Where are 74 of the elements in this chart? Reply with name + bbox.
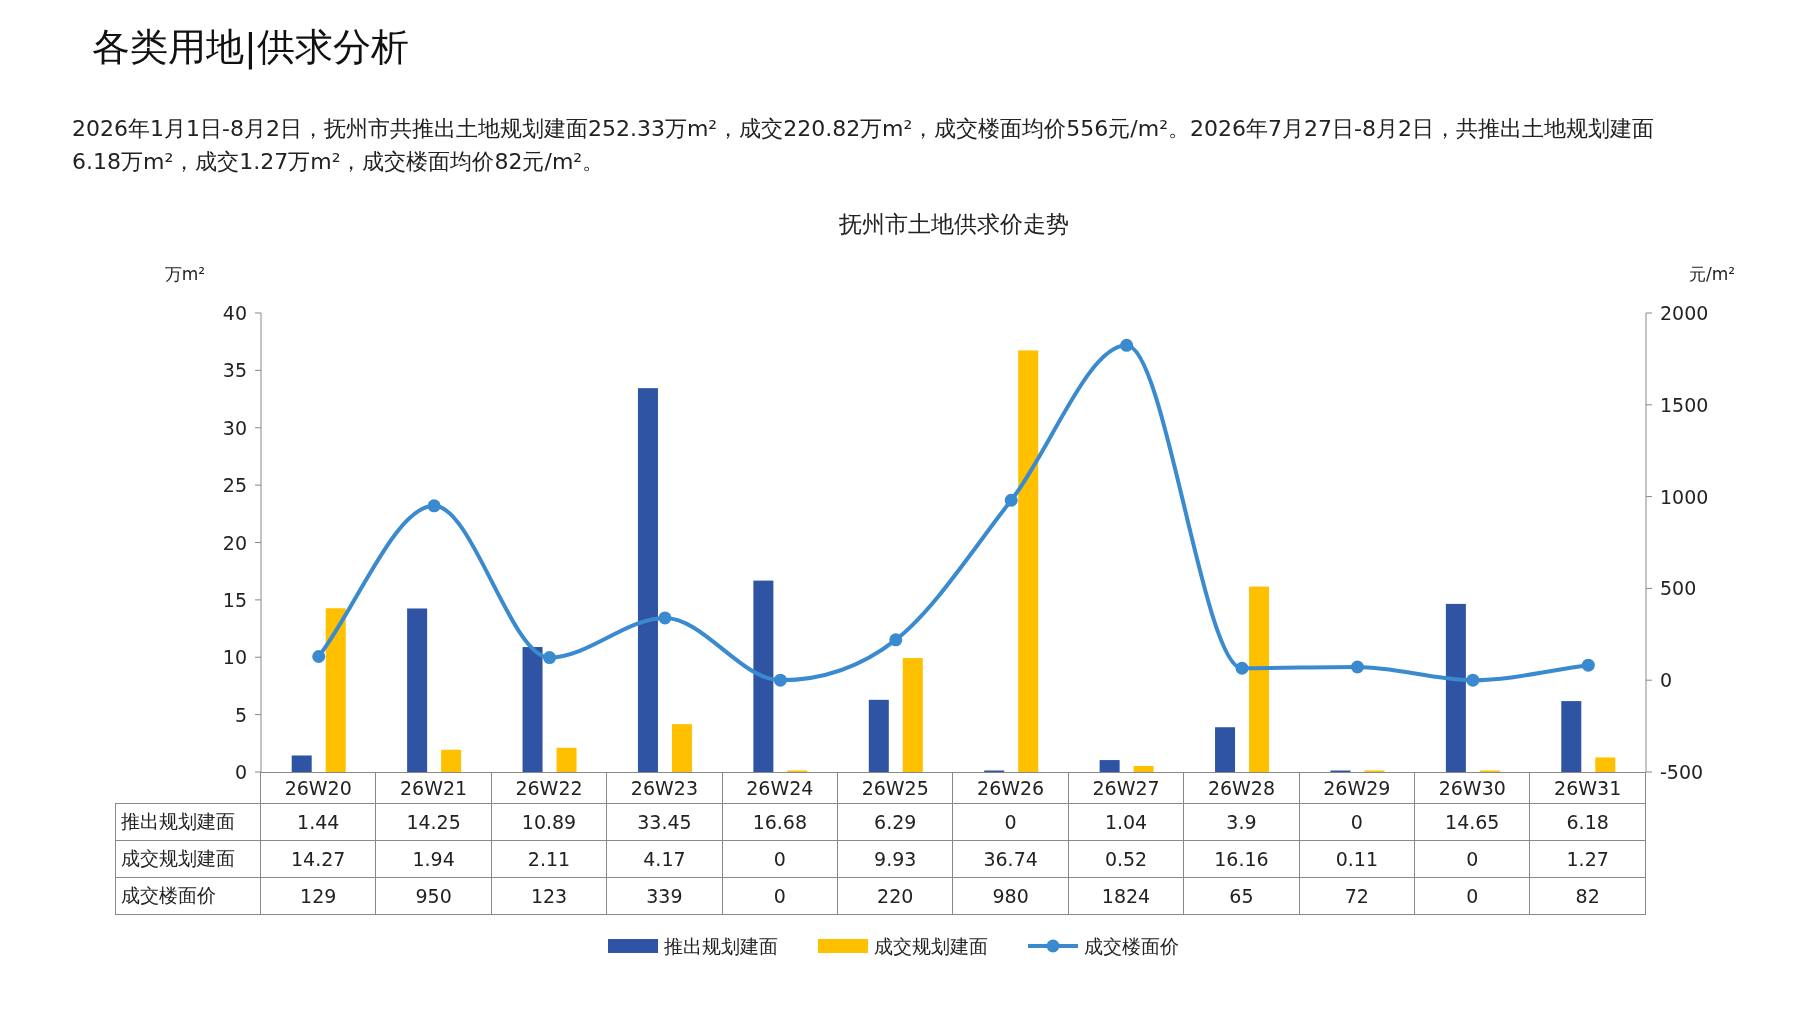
legend-label: 成交规划建面 bbox=[874, 935, 988, 957]
y-tick-label: 30 bbox=[222, 416, 247, 439]
data-label: 3.9 bbox=[1183, 803, 1300, 841]
data-label: 36.74 bbox=[952, 840, 1069, 878]
data-label: 0 bbox=[1414, 840, 1530, 878]
data-label: 980 bbox=[952, 877, 1069, 915]
data-label: 2.11 bbox=[491, 840, 607, 878]
data-label: 129 bbox=[260, 877, 376, 915]
x-tick-label: 26W27 bbox=[1068, 772, 1184, 804]
data-label: 1824 bbox=[1068, 877, 1184, 915]
y-tick-label: 5 bbox=[234, 703, 247, 726]
data-label: 16.16 bbox=[1183, 840, 1300, 878]
data-label: 65 bbox=[1183, 877, 1300, 915]
data-label: 1.94 bbox=[375, 840, 492, 878]
y-tick-label: 10 bbox=[222, 646, 247, 669]
text: 各类用地|供求分析 bbox=[92, 24, 409, 72]
x-tick-label: 26W23 bbox=[606, 772, 723, 804]
data-label: 9.93 bbox=[837, 840, 953, 878]
y2-tick-label: 1500 bbox=[1660, 393, 1709, 416]
y-tick-label: 20 bbox=[222, 531, 247, 554]
data-label: 0 bbox=[1414, 877, 1530, 915]
data-label: 14.27 bbox=[260, 840, 376, 878]
x-tick-label: 26W29 bbox=[1299, 772, 1415, 804]
x-tick-label: 26W26 bbox=[952, 772, 1069, 804]
y-tick-label: 40 bbox=[222, 302, 247, 324]
data-label: 14.25 bbox=[375, 803, 492, 841]
x-tick-label: 26W31 bbox=[1529, 772, 1646, 804]
y-axis-title: 万m² bbox=[164, 264, 206, 284]
data-label: 4.17 bbox=[606, 840, 723, 878]
x-tick-label: 26W28 bbox=[1183, 772, 1300, 804]
y2-axis-title: 元/m² bbox=[1688, 264, 1736, 284]
y-tick-label: 15 bbox=[222, 588, 247, 611]
x-tick-label: 26W25 bbox=[837, 772, 953, 804]
legend-label: 推出规划建面 bbox=[664, 935, 778, 957]
data-label: 220 bbox=[837, 877, 953, 915]
data-label: 10.89 bbox=[491, 803, 607, 841]
x-tick-label: 26W22 bbox=[491, 772, 607, 804]
y2-tick-label: 2000 bbox=[1660, 302, 1709, 324]
data-label: 339 bbox=[606, 877, 723, 915]
data-label: 1.27 bbox=[1529, 840, 1646, 878]
legend-label: 成交楼面价 bbox=[1084, 935, 1179, 957]
text: 推出规划建面 bbox=[121, 810, 235, 832]
x-tick-label: 26W24 bbox=[722, 772, 838, 804]
data-label: 0.52 bbox=[1068, 840, 1184, 878]
data-label: 1.04 bbox=[1068, 803, 1184, 841]
data-label: 0.11 bbox=[1299, 840, 1415, 878]
data-label: 123 bbox=[491, 877, 607, 915]
chart-title: 抚州市土地供求价走势 bbox=[837, 211, 1069, 237]
y2-tick-label: 1000 bbox=[1660, 485, 1709, 508]
data-label: 0 bbox=[1299, 803, 1415, 841]
data-label: 0 bbox=[722, 840, 838, 878]
data-label: 6.29 bbox=[837, 803, 953, 841]
data-label: 0 bbox=[952, 803, 1069, 841]
data-label: 1.44 bbox=[260, 803, 376, 841]
x-tick-label: 26W30 bbox=[1414, 772, 1530, 804]
y-tick-label: 25 bbox=[222, 474, 247, 497]
text: 成交规划建面 bbox=[121, 847, 235, 869]
data-label: 33.45 bbox=[606, 803, 723, 841]
data-label: 0 bbox=[722, 877, 838, 915]
data-label: 6.18 bbox=[1529, 803, 1646, 841]
text: 成交楼面价 bbox=[121, 884, 216, 906]
text: 2026年1月1日-8月2日，抚州市共推出土地规划建面252.33万m²，成交220.82万m²，成交楼面均价556元/m²。2026年7月27日-8月2日，共推出土地规划建面6.18万m²，成交1.27万m²，成交楼面均价82元/m²。 bbox=[72, 115, 1655, 176]
y2-tick-label: -500 bbox=[1660, 761, 1704, 783]
data-label: 16.68 bbox=[722, 803, 838, 841]
x-tick-label: 26W21 bbox=[375, 772, 492, 804]
data-label: 14.65 bbox=[1414, 803, 1530, 841]
data-label: 72 bbox=[1299, 877, 1415, 915]
y-tick-label: 35 bbox=[222, 359, 247, 382]
y-tick-label: 0 bbox=[234, 761, 247, 783]
data-label: 82 bbox=[1529, 877, 1646, 915]
y2-tick-label: 0 bbox=[1660, 669, 1673, 692]
x-tick-label: 26W20 bbox=[260, 772, 376, 804]
y2-tick-label: 500 bbox=[1660, 577, 1697, 600]
data-label: 950 bbox=[375, 877, 492, 915]
